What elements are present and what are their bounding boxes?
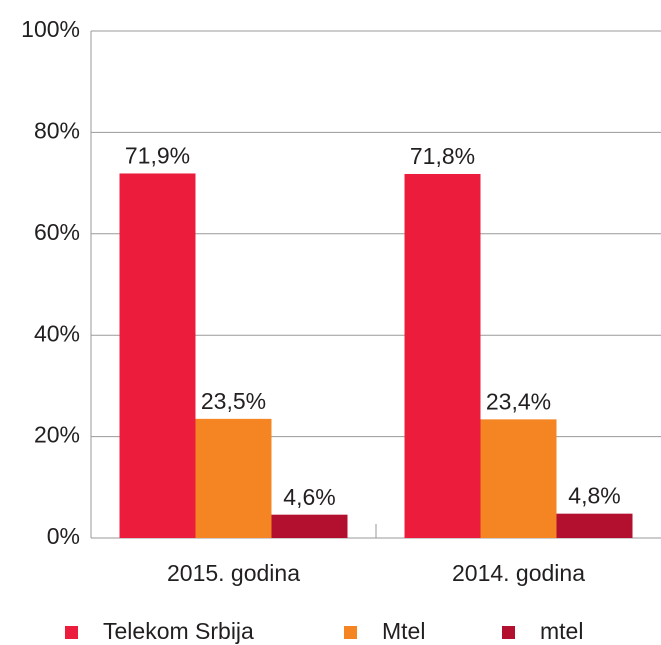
legend-swatch: [502, 626, 515, 639]
x-tick-label: 2014. godina: [452, 560, 585, 586]
bar: [556, 513, 633, 538]
bar: [195, 418, 272, 538]
bar: [271, 514, 348, 538]
bar: [480, 419, 557, 538]
bar: [119, 173, 196, 539]
value-label: 4,8%: [568, 483, 620, 509]
value-label: 23,4%: [486, 388, 551, 414]
y-tick-label: 0%: [47, 523, 80, 549]
y-tick-label: 60%: [34, 219, 80, 245]
y-tick-label: 20%: [34, 422, 80, 448]
legend-swatch: [344, 626, 357, 639]
value-label: 23,5%: [201, 388, 266, 414]
legend-label: Mtel: [382, 618, 425, 644]
x-tick-label: 2015. godina: [167, 560, 300, 586]
bar: [404, 173, 481, 538]
legend-label: Telekom Srbija: [103, 618, 254, 644]
legend-label: mtel: [540, 618, 583, 644]
y-tick-label: 80%: [34, 117, 80, 143]
y-tick-label: 40%: [34, 320, 80, 346]
value-label: 4,6%: [283, 484, 335, 510]
value-label: 71,9%: [125, 143, 190, 169]
y-tick-label: 100%: [21, 16, 80, 42]
legend-swatch: [65, 626, 78, 639]
value-label: 71,8%: [410, 143, 475, 169]
